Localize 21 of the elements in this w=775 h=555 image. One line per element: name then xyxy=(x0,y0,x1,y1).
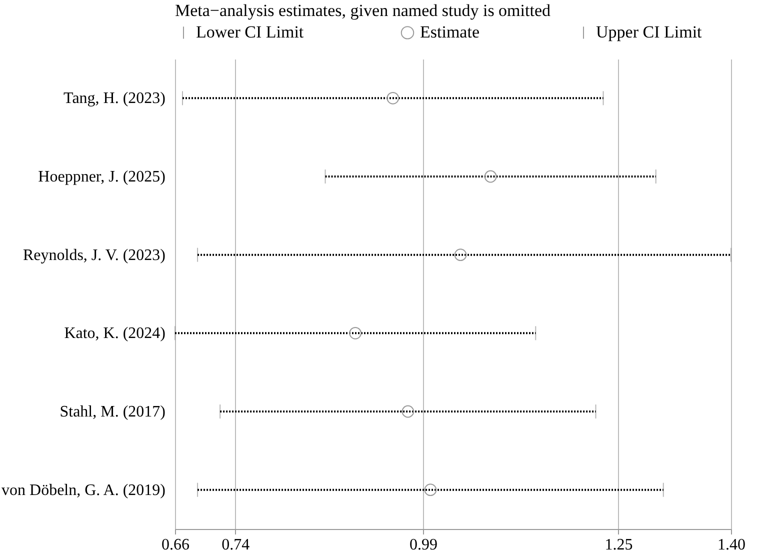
point xyxy=(454,248,467,262)
point xyxy=(484,170,497,183)
x-tick-label: 0.74 xyxy=(222,536,250,554)
legend-label: Estimate xyxy=(420,22,480,42)
point xyxy=(349,326,362,340)
y-tick-label: Kato, K. (2024) xyxy=(64,325,166,342)
x-tick-label: 1.25 xyxy=(604,536,633,554)
y-tick-label: Hoeppner, J. (2025) xyxy=(38,168,166,186)
y-tick-label: Tang, H. (2023) xyxy=(64,90,166,108)
y-tick-label: von Döbeln, G. A. (2019) xyxy=(2,482,166,499)
point xyxy=(386,92,400,104)
y-tick-label: Reynolds, J. V. (2023) xyxy=(22,246,166,264)
y-tick-label: Stahl, M. (2017) xyxy=(60,404,166,420)
point xyxy=(402,405,414,418)
x-tick-label: 0.66 xyxy=(162,536,190,554)
text: Lower CI Limit xyxy=(196,22,304,42)
text: Upper CI Limit xyxy=(596,22,702,42)
x-tick-label: 1.40 xyxy=(718,536,746,554)
point xyxy=(424,484,437,496)
x-tick-label: 0.99 xyxy=(409,536,438,554)
chart-title: Meta−analysis estimates, given named study is omitted xyxy=(175,1,551,20)
